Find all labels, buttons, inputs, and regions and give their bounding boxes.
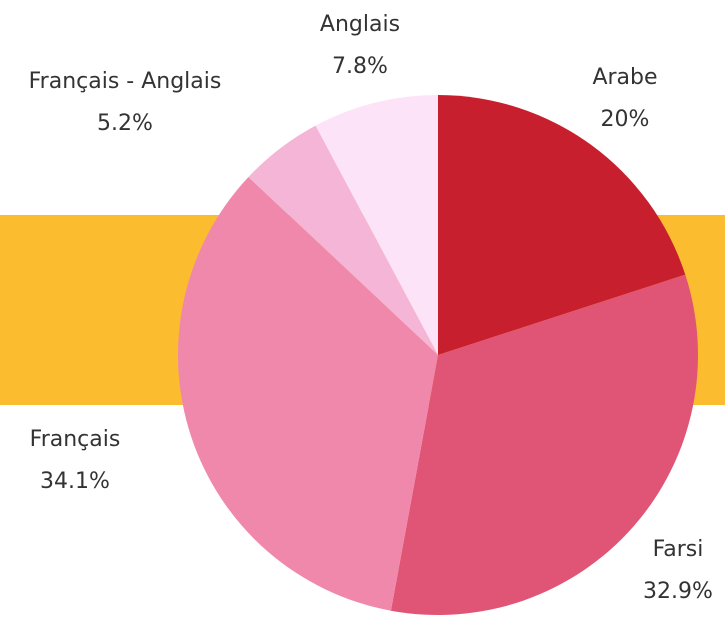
pie-slice [438, 95, 686, 355]
slice-label: Anglais [320, 12, 400, 37]
pie-slice [248, 125, 438, 355]
pie-slice [315, 95, 438, 355]
slice-value: 5.2% [97, 111, 153, 136]
slice-label: Arabe [592, 65, 657, 90]
slice-value: 34.1% [40, 469, 110, 494]
slice-label: Français [30, 427, 121, 452]
slice-label: Français - Anglais [29, 69, 222, 94]
slice-value: 7.8% [332, 54, 388, 79]
slice-label: Farsi [653, 537, 704, 562]
slice-value: 32.9% [643, 579, 713, 604]
pie-slice [390, 274, 699, 616]
slice-value: 20% [601, 107, 650, 132]
pie-slice [178, 177, 438, 611]
